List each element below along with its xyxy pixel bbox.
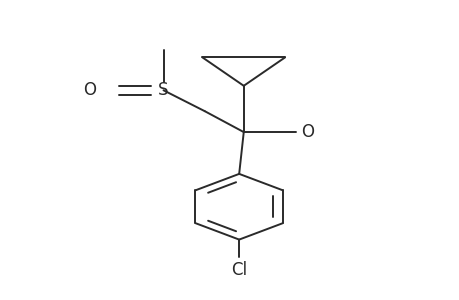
Text: O: O <box>83 81 96 99</box>
Text: S: S <box>158 81 168 99</box>
Text: Cl: Cl <box>230 261 246 279</box>
Text: O: O <box>301 123 314 141</box>
